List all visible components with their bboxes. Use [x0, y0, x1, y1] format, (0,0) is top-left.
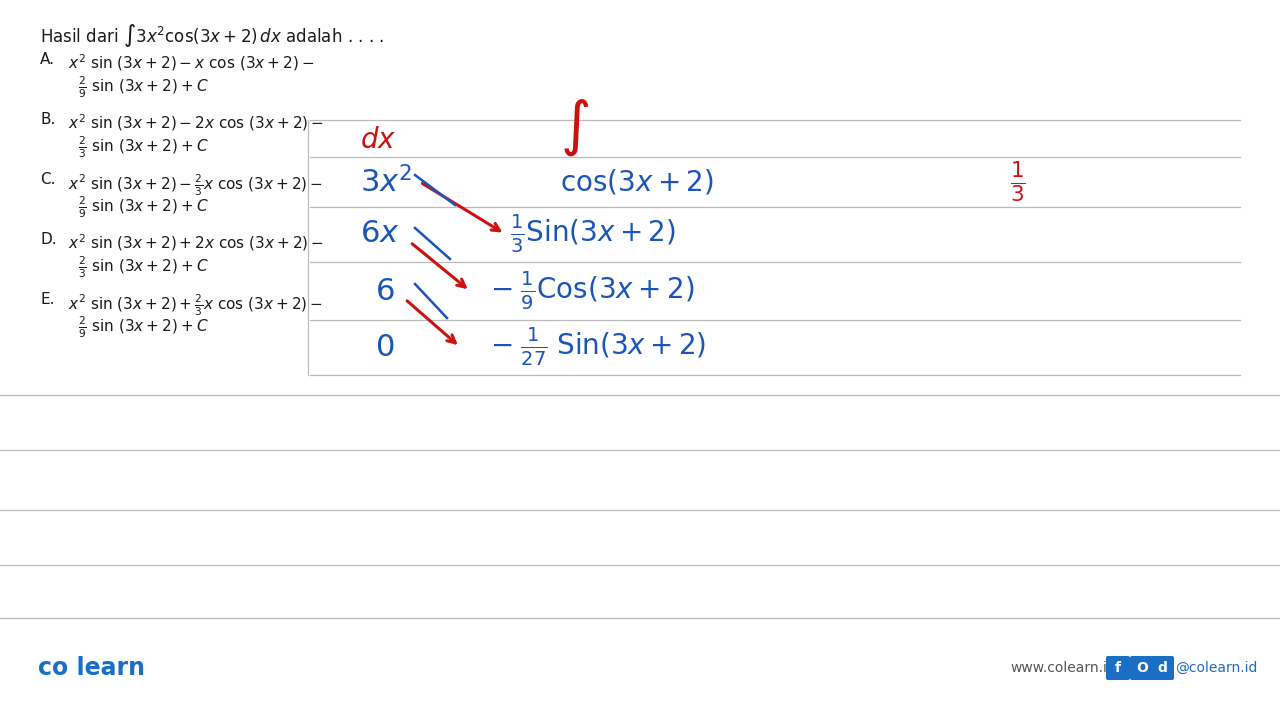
Text: $\frac{2}{3}$ sin $(3x + 2) + C$: $\frac{2}{3}$ sin $(3x + 2) + C$ [78, 254, 209, 279]
Text: O: O [1137, 661, 1148, 675]
Text: $x^2$ sin $(3x + 2) + 2x$ cos $(3x + 2) -$: $x^2$ sin $(3x + 2) + 2x$ cos $(3x + 2) … [68, 232, 324, 253]
Text: $\mathsf{\frac{1}{3}}$: $\mathsf{\frac{1}{3}}$ [1010, 159, 1025, 204]
Text: B.: B. [40, 112, 55, 127]
Text: $\cos(3x+2)$: $\cos(3x+2)$ [561, 168, 714, 197]
Text: D.: D. [40, 232, 56, 247]
Text: E.: E. [40, 292, 55, 307]
Text: $\int$: $\int$ [561, 98, 589, 158]
Text: $\frac{2}{3}$ sin $(3x + 2) + C$: $\frac{2}{3}$ sin $(3x + 2) + C$ [78, 134, 209, 160]
Text: $-\;\frac{1}{27}\;\mathsf{Sin}(3x+2)$: $-\;\frac{1}{27}\;\mathsf{Sin}(3x+2)$ [490, 326, 707, 368]
Text: $\frac{1}{3}\mathsf{Sin}(3x+2)$: $\frac{1}{3}\mathsf{Sin}(3x+2)$ [509, 213, 676, 255]
Text: $x^2$ sin $(3x + 2) - x$ cos $(3x + 2) -$: $x^2$ sin $(3x + 2) - x$ cos $(3x + 2) -… [68, 52, 315, 73]
Text: C.: C. [40, 172, 55, 187]
Text: $3x^2$: $3x^2$ [360, 166, 412, 198]
Text: A.: A. [40, 52, 55, 67]
Text: f: f [1115, 661, 1121, 675]
Text: co learn: co learn [38, 656, 145, 680]
Text: $\frac{2}{9}$ sin $(3x + 2) + C$: $\frac{2}{9}$ sin $(3x + 2) + C$ [78, 74, 209, 99]
FancyBboxPatch shape [1106, 656, 1130, 680]
Text: $6$: $6$ [375, 276, 394, 305]
Text: $x^2$ sin $(3x + 2) + \frac{2}{3}x$ cos $(3x + 2) -$: $x^2$ sin $(3x + 2) + \frac{2}{3}x$ cos … [68, 292, 323, 318]
Text: www.colearn.id: www.colearn.id [1010, 661, 1116, 675]
FancyBboxPatch shape [1130, 656, 1155, 680]
Text: $0$: $0$ [375, 333, 394, 361]
Text: $6x$: $6x$ [360, 220, 399, 248]
Text: $x^2$ sin $(3x + 2) - 2x$ cos $(3x + 2) -$: $x^2$ sin $(3x + 2) - 2x$ cos $(3x + 2) … [68, 112, 324, 132]
Text: $\frac{2}{9}$ sin $(3x + 2) + C$: $\frac{2}{9}$ sin $(3x + 2) + C$ [78, 314, 209, 340]
Text: $-\;\frac{1}{9}\mathsf{Cos}(3x+2)$: $-\;\frac{1}{9}\mathsf{Cos}(3x+2)$ [490, 270, 695, 312]
FancyBboxPatch shape [1149, 656, 1174, 680]
Text: Hasil dari $\int 3x^2 \cos (3x + 2)\, dx$ adalah . . . .: Hasil dari $\int 3x^2 \cos (3x + 2)\, dx… [40, 22, 384, 49]
Text: $x^2$ sin $(3x + 2) - \frac{2}{3}x$ cos $(3x + 2) -$: $x^2$ sin $(3x + 2) - \frac{2}{3}x$ cos … [68, 172, 323, 197]
Text: @colearn.id: @colearn.id [1175, 661, 1257, 675]
Text: $dx$: $dx$ [360, 126, 397, 154]
Text: $\frac{2}{9}$ sin $(3x + 2) + C$: $\frac{2}{9}$ sin $(3x + 2) + C$ [78, 194, 209, 220]
Text: d: d [1157, 661, 1167, 675]
